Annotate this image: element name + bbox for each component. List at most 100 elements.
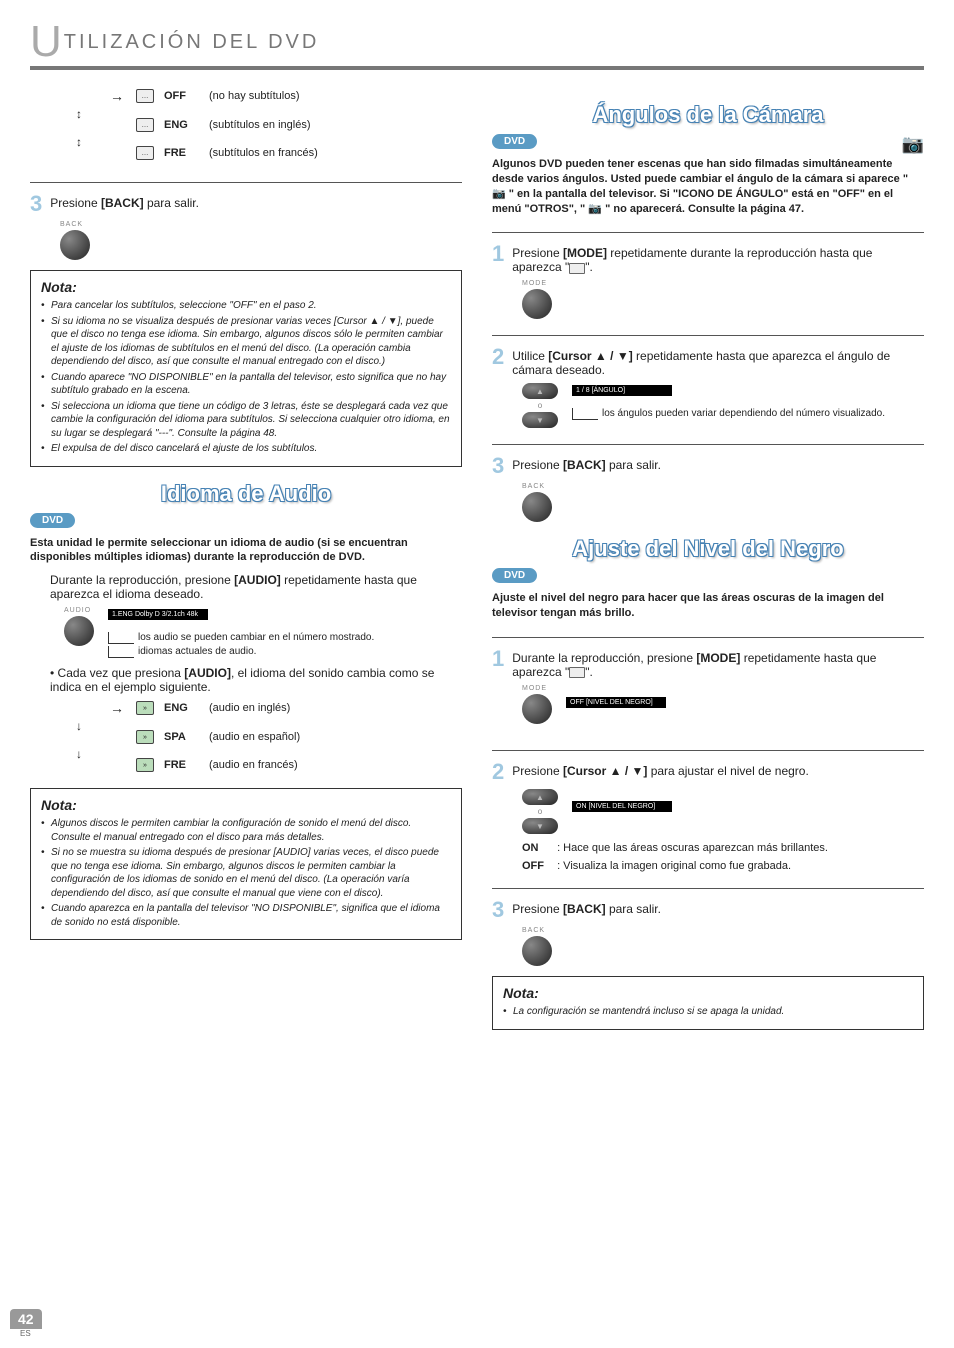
blacklevel-diagram-1: MODE OFF [NIVEL DEL NEGRO] xyxy=(522,685,924,734)
arrow-down-icon: ↓ xyxy=(76,722,82,730)
button-label: BACK xyxy=(522,483,924,490)
text: Durante la reproducción, presione xyxy=(512,651,696,665)
text: Cada vez que presiona xyxy=(58,666,185,680)
note-box-audio: Nota: Algunos discos le permiten cambiar… xyxy=(30,788,462,940)
step-3-back: 3 Presione [BACK] para salir. xyxy=(30,193,462,215)
section-title-blacklevel: Ajuste del Nivel del Negro xyxy=(492,536,924,562)
note-title: Nota: xyxy=(503,985,913,1001)
step-text: Presione [MODE] repetidamente durante la… xyxy=(512,243,924,274)
step-text: Utilice [Cursor ▲ / ▼] repetidamente has… xyxy=(512,346,924,377)
osd-bar: OFF [NIVEL DEL NEGRO] xyxy=(566,697,666,708)
text: Presione xyxy=(512,458,563,472)
separator xyxy=(492,232,924,233)
back-button-graphic xyxy=(522,936,552,966)
note-list: Algunos discos le permiten cambiar la co… xyxy=(41,817,451,929)
audio-language-list: → » ENG (audio en inglés) ↓ » SPA (audio… xyxy=(70,700,462,778)
cursor-or: o xyxy=(538,807,542,816)
button-ref: [AUDIO] xyxy=(234,573,281,587)
text: para salir. xyxy=(606,902,661,916)
text: idiomas actuales de audio. xyxy=(138,646,256,657)
note-list: La configuración se mantendrá incluso si… xyxy=(503,1005,913,1019)
subtitle-icon: … xyxy=(136,118,154,132)
button-ref: [BACK] xyxy=(101,196,144,210)
cursor-or: o xyxy=(538,401,542,410)
audio-diagram: AUDIO 1.ENG Dolby D 3/2.1ch 48k los audi… xyxy=(60,607,462,658)
osd-callout: 1.ENG Dolby D 3/2.1ch 48k los audio se p… xyxy=(108,607,374,658)
mode-button-group: MODE xyxy=(522,685,552,734)
section-title-audio: Idioma de Audio xyxy=(30,481,462,507)
text: Utilice xyxy=(512,349,548,363)
subtitle-code: OFF xyxy=(164,90,199,102)
subtitle-row-eng: … ENG (subtítulos en inglés) xyxy=(110,118,311,132)
header-initial: U xyxy=(30,20,62,64)
step-text: Presione [BACK] para salir. xyxy=(50,193,199,215)
cursor-pad: ▲ o ▼ xyxy=(522,789,558,834)
text: Presione xyxy=(512,902,563,916)
audio-code: SPA xyxy=(164,731,199,743)
mode-button-graphic xyxy=(522,289,552,319)
step-text: Presione [Cursor ▲ / ▼] para ajustar el … xyxy=(512,761,809,783)
osd-icon xyxy=(569,263,585,274)
cursor-down-icon: ▼ xyxy=(522,818,558,834)
audio-desc: (audio en inglés) xyxy=(209,702,290,714)
angles-step-1: 1 Presione [MODE] repetidamente durante … xyxy=(492,243,924,274)
audio-icon: » xyxy=(136,730,154,744)
separator xyxy=(492,335,924,336)
subtitle-row-fre: … FRE (subtítulos en francés) xyxy=(110,146,318,160)
note-title: Nota: xyxy=(41,797,451,813)
arrow-down-icon: ↕ xyxy=(76,110,82,118)
note-item: Si selecciona un idioma que tiene un cód… xyxy=(41,400,451,441)
back-button-graphic xyxy=(522,492,552,522)
on-option: ON : Hace que las áreas oscuras aparezca… xyxy=(522,842,924,854)
note-box-blacklevel: Nota: La configuración se mantendrá incl… xyxy=(492,976,924,1030)
note-item: Algunos discos le permiten cambiar la co… xyxy=(41,817,451,844)
callout-text: idiomas actuales de audio. xyxy=(108,646,374,658)
label: OFF xyxy=(522,860,554,872)
text: para ajustar el nivel de negro. xyxy=(647,764,808,778)
content-columns: → … OFF (no hay subtítulos) ↕ … ENG (sub… xyxy=(30,88,924,1040)
step-text: Presione [BACK] para salir. xyxy=(512,455,661,477)
button-ref: [AUDIO] xyxy=(184,666,231,680)
subtitle-code: ENG xyxy=(164,119,199,131)
button-ref: [BACK] xyxy=(563,458,606,472)
right-column: Ángulos de la Cámara DVD 📷 Algunos DVD p… xyxy=(492,88,924,1040)
audio-button-group: AUDIO xyxy=(60,607,94,656)
subtitle-code: FRE xyxy=(164,147,199,159)
osd-icon xyxy=(569,667,585,678)
step-number: 3 xyxy=(492,899,504,921)
step-number: 2 xyxy=(492,761,504,783)
subtitle-icon: … xyxy=(136,146,154,160)
intro-text: Algunos DVD pueden tener escenas que han… xyxy=(492,157,924,216)
button-ref: [Cursor ▲ / ▼] xyxy=(563,764,647,778)
subtitle-row-off: → … OFF (no hay subtítulos) xyxy=(110,88,300,104)
audio-icon: » xyxy=(136,701,154,715)
step-number: 2 xyxy=(492,346,504,377)
arrow-down-icon: ↓ xyxy=(76,750,82,758)
cursor-up-icon: ▲ xyxy=(522,383,558,399)
dvd-badge: DVD xyxy=(492,568,537,583)
step-number: 1 xyxy=(492,648,504,679)
separator xyxy=(30,182,462,183)
separator xyxy=(492,444,924,445)
step-number: 3 xyxy=(492,455,504,477)
text: los audio se pueden cambiar en el número… xyxy=(138,632,374,643)
audio-code: ENG xyxy=(164,702,199,714)
cursor-down-icon: ▼ xyxy=(522,412,558,428)
text: Presione xyxy=(50,196,101,210)
cursor-pad: ▲ o ▼ xyxy=(522,383,558,428)
angle-diagram: ▲ o ▼ 1 / 8 [ÁNGULO] los ángulos pueden … xyxy=(522,383,924,428)
section-title-angles: Ángulos de la Cámara xyxy=(492,102,924,128)
page-lang: ES xyxy=(20,1329,42,1338)
page-header: U TILIZACIÓN DEL DVD xyxy=(30,20,924,70)
text: los ángulos pueden variar dependiendo de… xyxy=(602,408,885,419)
step-text: Presione [BACK] para salir. xyxy=(512,899,661,921)
blacklevel-step-3: 3 Presione [BACK] para salir. xyxy=(492,899,924,921)
arrow-down-icon: ↕ xyxy=(76,138,82,146)
osd-bar: 1 / 8 [ÁNGULO] xyxy=(572,385,672,396)
button-label: MODE xyxy=(522,685,552,692)
audio-code: FRE xyxy=(164,759,199,771)
blacklevel-diagram-2: ▲ o ▼ ON [NIVEL DEL NEGRO] xyxy=(522,789,924,834)
desc: : Visualiza la imagen original como fue … xyxy=(557,860,791,872)
audio-desc: (audio en francés) xyxy=(209,759,298,771)
audio-row-fre: » FRE (audio en francés) xyxy=(110,758,298,772)
